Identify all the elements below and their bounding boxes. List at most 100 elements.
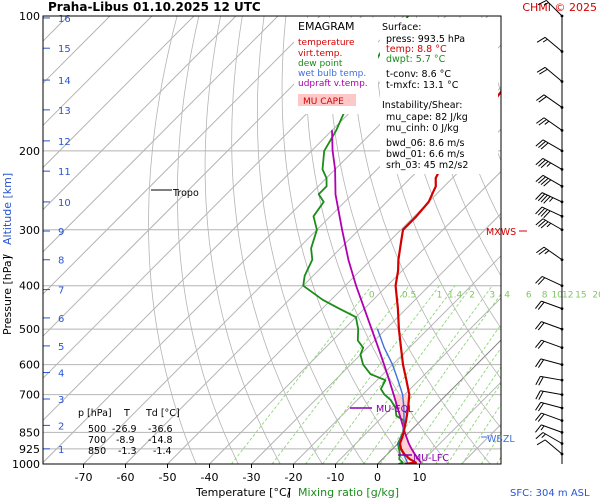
y-axis-label-pressure: Pressure [hPa] [1, 256, 14, 335]
dewpoint-line-point [355, 317, 356, 318]
updraft-parcel-line-point [348, 259, 349, 260]
wind-barb-base [561, 228, 564, 231]
dewpoint-line-point [311, 248, 312, 249]
dewpoint-line-point [385, 380, 386, 381]
updraft-parcel-line-point [332, 150, 333, 151]
credit-text: CHMI © 2025 [522, 1, 597, 14]
wind-barb [535, 425, 563, 434]
mixing-ratio-label: 15 [575, 291, 586, 301]
wind-barb-staff [544, 118, 562, 131]
wind-barb-staff [545, 37, 562, 51]
dewpoint-line-point [318, 194, 319, 195]
wind-barb-base [561, 129, 564, 132]
pressure-tick-label: 200 [19, 145, 40, 158]
wind-barb-base [561, 80, 564, 83]
pressure-tick-label: 700 [19, 389, 40, 402]
altitude-tick-label: 1 [58, 445, 64, 456]
mixing-ratio-label: 8 [542, 291, 548, 301]
temperature-tick-label: -30 [243, 471, 261, 484]
table-header-t: T [123, 408, 130, 419]
legend-item-wet-bulb: wet bulb temp. [298, 69, 366, 79]
table-row-850-p: 850 [88, 446, 106, 457]
dewpoint-line-point [304, 275, 305, 276]
updraft-parcel-line-point [408, 443, 409, 444]
mu-cape-value: mu_cape: 82 J/kg [386, 112, 468, 123]
temperature-line-point [403, 432, 404, 433]
altitude-tick-label: 4 [58, 369, 64, 380]
altitude-tick-label: 14 [58, 76, 71, 87]
wind-barb-base [561, 50, 564, 53]
dewpoint-line-point [358, 329, 359, 330]
bwd-01-value: bwd_01: 6.6 m/s [386, 149, 464, 160]
dewpoint-line-point [363, 364, 364, 365]
temperature-line-point [400, 242, 401, 243]
wind-barb [536, 391, 564, 400]
wind-barb-staff [542, 276, 562, 285]
temperature-line-point [409, 394, 410, 395]
temperature-line-point [545, 34, 546, 35]
pressure-tick-label: 300 [19, 224, 40, 237]
table-row-850-td: -1.4 [153, 446, 172, 457]
dewpoint-line-point [390, 400, 391, 401]
mixing-ratio-label: 20 [592, 291, 600, 301]
wind-barb [537, 67, 563, 83]
altitude-tick-label: 10 [58, 198, 71, 209]
table-row-700-td: -14.8 [148, 435, 173, 446]
altitude-tick-label: 2 [58, 421, 64, 432]
wind-barb-staff [541, 301, 562, 309]
wind-barb [535, 301, 563, 310]
temperature-tick-label: 10 [413, 471, 427, 484]
temperature-tick-label: -60 [117, 471, 135, 484]
wind-barb-flag [537, 440, 545, 445]
t-conv-value: t-conv: 8.6 °C [386, 69, 451, 80]
temperature-line-point [435, 186, 436, 187]
surface-dewpoint: dwpt: 5.7 °C [386, 54, 446, 65]
dewpoint-line-point [312, 259, 313, 260]
wind-barb-base [561, 442, 564, 445]
wind-barb-base [561, 431, 564, 434]
updraft-parcel-line-point [384, 364, 385, 365]
legend-item-dew-point: dew point [298, 59, 343, 69]
wind-barb-base [561, 407, 564, 410]
table-row-500-p: 500 [88, 424, 106, 435]
temperature-tick-label: -10 [327, 471, 345, 484]
wind-barb [535, 413, 563, 422]
temperature-line-point [398, 259, 399, 260]
dewpoint-line-point [363, 347, 364, 348]
dewpoint-line-point [402, 462, 403, 463]
wind-barb [536, 158, 564, 170]
temperature-line-point [508, 81, 509, 82]
wind-barb [536, 118, 563, 132]
updraft-parcel-line-point [393, 394, 394, 395]
wind-barb-base [561, 346, 564, 349]
t-mxfc-value: t-mxfc: 13.1 °C [386, 80, 459, 91]
mixing-ratio-label: 2 [469, 291, 475, 301]
wetbulb-line-point [384, 347, 385, 348]
wind-barb [536, 219, 564, 231]
info-panel: Surface: press: 993.5 hPa temp: 8.8 °C d… [380, 18, 498, 174]
wind-barb-base [561, 453, 564, 456]
pressure-tick-label: 500 [19, 323, 40, 336]
dewpoint-line-point [384, 394, 385, 395]
wind-barb-base [561, 149, 564, 152]
mu-lfc-label: MU-LFC [413, 453, 449, 464]
mixing-ratio-label: 4 [504, 291, 510, 301]
mixing-ratio-label: 12 [562, 291, 573, 301]
wind-barb-staff [541, 359, 562, 365]
mu-eql-label: MU-EQL [376, 404, 414, 415]
altitude-tick-label: 8 [58, 256, 64, 267]
temperature-line-point [402, 229, 403, 230]
y-axis-label-sep: / [1, 254, 14, 258]
table-row-500-td: -36.6 [148, 424, 173, 435]
wind-barb-staff [540, 391, 562, 395]
wind-barb-staff [544, 95, 562, 108]
legend-item-temperature: temperature [298, 38, 355, 48]
wind-barb [536, 402, 564, 411]
updraft-parcel-line-point [356, 285, 357, 286]
mixing-ratio-label: 3 [489, 291, 495, 301]
wind-barb [536, 247, 563, 261]
mixing-ratio-label: 0.5 [402, 291, 416, 301]
dewpoint-line-point [303, 285, 304, 286]
table-row-500-t: -26.9 [112, 424, 137, 435]
